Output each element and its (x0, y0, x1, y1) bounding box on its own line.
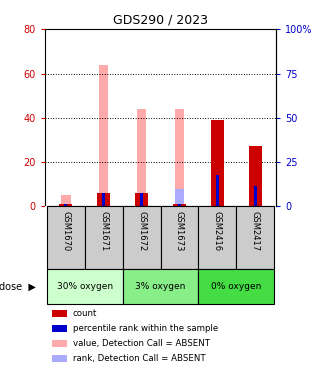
Text: GSM2416: GSM2416 (213, 211, 222, 251)
Text: rank, Detection Call = ABSENT: rank, Detection Call = ABSENT (73, 354, 205, 363)
Text: count: count (73, 309, 97, 318)
Bar (99, 65, 108, 206)
Bar (175, 188, 184, 206)
Text: GSM1670: GSM1670 (61, 211, 70, 251)
Text: 3% oxygen: 3% oxygen (135, 282, 186, 291)
Bar (198, 206, 236, 269)
Bar (178, 204, 181, 206)
Text: percentile rank within the sample: percentile rank within the sample (73, 324, 218, 333)
Bar (52, 355, 67, 362)
Bar (123, 269, 198, 304)
Bar (254, 186, 257, 206)
Bar (216, 175, 219, 206)
Bar (59, 204, 73, 206)
Text: 0% oxygen: 0% oxygen (211, 282, 262, 291)
Bar (248, 146, 262, 206)
Bar (135, 193, 148, 206)
Text: GSM1671: GSM1671 (99, 211, 108, 251)
Bar (99, 193, 108, 206)
Text: value, Detection Call = ABSENT: value, Detection Call = ABSENT (73, 339, 210, 348)
Bar (52, 310, 67, 317)
Text: GSM1673: GSM1673 (175, 211, 184, 252)
Bar (137, 109, 146, 206)
Bar (140, 193, 143, 206)
Bar (137, 193, 146, 206)
Bar (61, 195, 71, 206)
Bar (52, 340, 67, 347)
Bar (85, 206, 123, 269)
Bar (47, 269, 123, 304)
Bar (47, 206, 85, 269)
Bar (52, 325, 67, 332)
Text: GSM2417: GSM2417 (251, 211, 260, 251)
Bar (211, 120, 224, 206)
Bar (236, 206, 274, 269)
Title: GDS290 / 2023: GDS290 / 2023 (113, 14, 208, 27)
Bar (173, 204, 186, 206)
Bar (102, 193, 105, 206)
Bar (198, 269, 274, 304)
Text: dose  ▶: dose ▶ (0, 282, 36, 292)
Bar (64, 204, 67, 206)
Bar (160, 206, 198, 269)
Bar (97, 193, 110, 206)
Text: 30% oxygen: 30% oxygen (57, 282, 113, 291)
Bar (123, 206, 160, 269)
Bar (175, 109, 184, 206)
Text: GSM1672: GSM1672 (137, 211, 146, 251)
